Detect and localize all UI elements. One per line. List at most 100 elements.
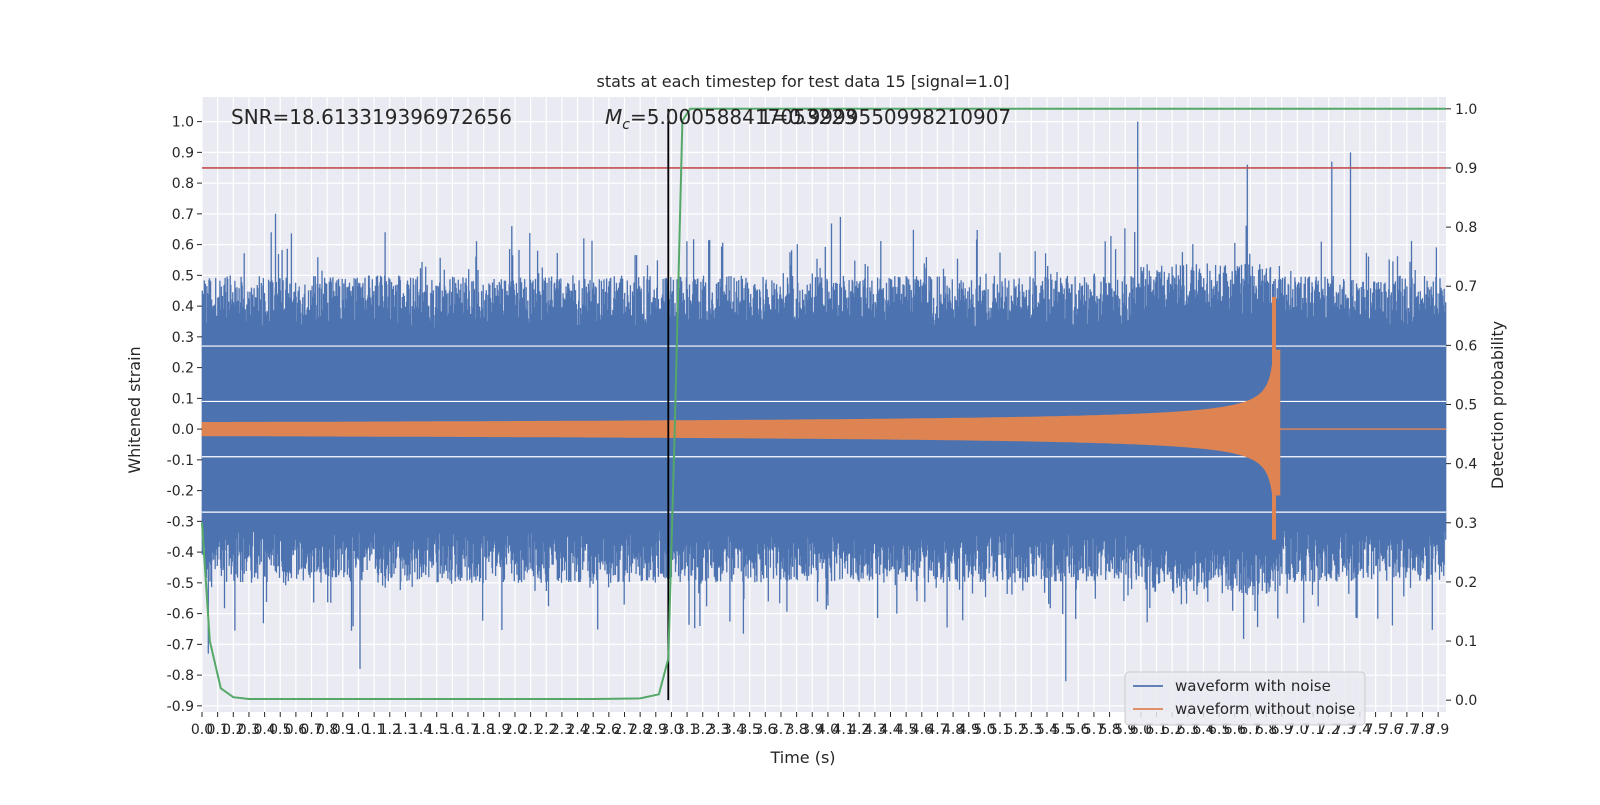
y-tick-label: 0.5 xyxy=(172,268,194,284)
x-axis-label: Time (s) xyxy=(769,748,835,767)
x-tick-label: 3.1 xyxy=(676,722,698,738)
y-right-tick-label: 0.3 xyxy=(1455,516,1477,532)
x-tick-label: 5.5 xyxy=(1051,722,1073,738)
x-tick-label: 3.0 xyxy=(660,722,682,738)
x-tick-label: 6.1 xyxy=(1145,722,1167,738)
x-tick-label: 3.5 xyxy=(739,722,761,738)
x-tick-label: 6.6 xyxy=(1224,722,1246,738)
x-tick-label: 4.0 xyxy=(817,722,839,738)
x-tick-label: 0.9 xyxy=(332,722,354,738)
x-tick-label: 6.0 xyxy=(1130,722,1152,738)
x-tick-label: 5.2 xyxy=(1005,722,1027,738)
x-tick-label: 7.3 xyxy=(1333,722,1355,738)
x-tick-label: 0.1 xyxy=(207,722,229,738)
y-tick-label: -0.7 xyxy=(167,637,194,653)
x-tick-label: 1.6 xyxy=(441,722,463,738)
x-tick-label: 4.9 xyxy=(958,722,980,738)
x-tick-label: 3.3 xyxy=(707,722,729,738)
series-waveform-without-noise xyxy=(201,296,1446,540)
y-right-tick-label: 0.7 xyxy=(1455,279,1477,295)
y-right-tick-label: 0.0 xyxy=(1455,693,1477,709)
x-tick-label: 2.7 xyxy=(613,722,635,738)
x-tick-label: 4.1 xyxy=(832,722,854,738)
x-tick-label: 5.8 xyxy=(1098,722,1120,738)
y-tick-label: 0.2 xyxy=(172,361,194,377)
x-tick-label: 0.7 xyxy=(300,722,322,738)
chart-title: stats at each timestep for test data 15 … xyxy=(597,72,1010,91)
x-tick-label: 1.9 xyxy=(488,722,510,738)
x-tick-label: 1.2 xyxy=(379,722,401,738)
chirp-mass-value: =5.000588417053223 xyxy=(630,105,857,129)
x-tick-label: 7.0 xyxy=(1286,722,1308,738)
y-tick-label: -0.2 xyxy=(167,484,194,500)
y-right-tick-label: 0.1 xyxy=(1455,634,1477,650)
y-right-tick-label: 0.4 xyxy=(1455,457,1477,473)
x-tick-label: 5.7 xyxy=(1083,722,1105,738)
x-tick-label: 6.9 xyxy=(1271,722,1293,738)
x-tick-label: 2.4 xyxy=(566,722,588,738)
y-tick-label: 0.9 xyxy=(172,145,194,161)
x-tick-label: 0.5 xyxy=(269,722,291,738)
x-tick-label: 1.1 xyxy=(363,722,385,738)
axes: -0.9-0.8-0.7-0.6-0.5-0.4-0.3-0.2-0.10.00… xyxy=(167,102,1478,738)
x-tick-label: 4.5 xyxy=(895,722,917,738)
x-tick-label: 5.4 xyxy=(1036,722,1058,738)
legend-label-clean: waveform without noise xyxy=(1175,700,1355,718)
y-tick-label: -0.3 xyxy=(167,514,194,530)
x-tick-label: 7.5 xyxy=(1364,722,1386,738)
y-tick-label: -0.1 xyxy=(167,453,194,469)
x-tick-label: 0.4 xyxy=(253,722,275,738)
x-tick-label: 7.6 xyxy=(1380,722,1402,738)
x-tick-label: 6.2 xyxy=(1161,722,1183,738)
x-tick-label: 1.3 xyxy=(394,722,416,738)
chirp-mass-symbol: M xyxy=(605,105,622,129)
legend: waveform with noise waveform without noi… xyxy=(1124,671,1366,726)
detection-probability-line xyxy=(201,107,1446,700)
x-tick-label: 4.2 xyxy=(848,722,870,738)
x-tick-label: 3.9 xyxy=(801,722,823,738)
x-tick-label: 5.1 xyxy=(989,722,1011,738)
legend-box xyxy=(1124,671,1366,726)
y-right-tick-label: 0.8 xyxy=(1455,220,1477,236)
x-tick-label: 6.5 xyxy=(1208,722,1230,738)
y-right-tick-label: 0.6 xyxy=(1455,338,1477,354)
x-tick-label: 4.7 xyxy=(926,722,948,738)
x-tick-label: 7.9 xyxy=(1427,722,1449,738)
y-axis-label-right: Detection probability xyxy=(1488,321,1507,489)
chirp-mass-annotation: Mc=5.000588417053223 xyxy=(605,105,857,133)
chirp-mass-subscript: c xyxy=(622,117,630,133)
x-tick-label: 2.2 xyxy=(535,722,557,738)
overlay-lines xyxy=(201,107,1446,701)
x-tick-label: 1.0 xyxy=(347,722,369,738)
x-tick-label: 1.4 xyxy=(410,722,432,738)
x-tick-label: 5.6 xyxy=(1067,722,1089,738)
overlap-annotation: 1=0.9999550998210907 xyxy=(759,105,1011,129)
y-right-tick-label: 0.9 xyxy=(1455,161,1477,177)
x-tick-label: 0.2 xyxy=(222,722,244,738)
x-tick-label: 3.7 xyxy=(770,722,792,738)
x-tick-label: 7.4 xyxy=(1349,722,1371,738)
y-right-tick-label: 1.0 xyxy=(1455,102,1477,118)
x-tick-label: 7.7 xyxy=(1396,722,1418,738)
y-tick-label: 0.0 xyxy=(172,422,194,438)
x-tick-label: 5.3 xyxy=(1020,722,1042,738)
y-tick-label: -0.6 xyxy=(167,607,194,623)
y-right-tick-label: 0.5 xyxy=(1455,398,1477,414)
x-tick-label: 0.6 xyxy=(285,722,307,738)
x-tick-label: 2.9 xyxy=(645,722,667,738)
x-tick-label: 6.4 xyxy=(1192,722,1214,738)
x-tick-label: 2.5 xyxy=(582,722,604,738)
x-tick-label: 1.8 xyxy=(473,722,495,738)
x-tick-label: 6.7 xyxy=(1239,722,1261,738)
x-tick-label: 5.0 xyxy=(973,722,995,738)
x-tick-label: 7.1 xyxy=(1302,722,1324,738)
x-tick-label: 3.8 xyxy=(785,722,807,738)
chirp-line xyxy=(201,296,1281,540)
x-tick-label: 1.5 xyxy=(426,722,448,738)
y-tick-label: 0.8 xyxy=(172,176,194,192)
y-axis-label: Whitened strain xyxy=(125,346,144,473)
x-tick-label: 0.0 xyxy=(191,722,213,738)
x-tick-label: 2.3 xyxy=(551,722,573,738)
